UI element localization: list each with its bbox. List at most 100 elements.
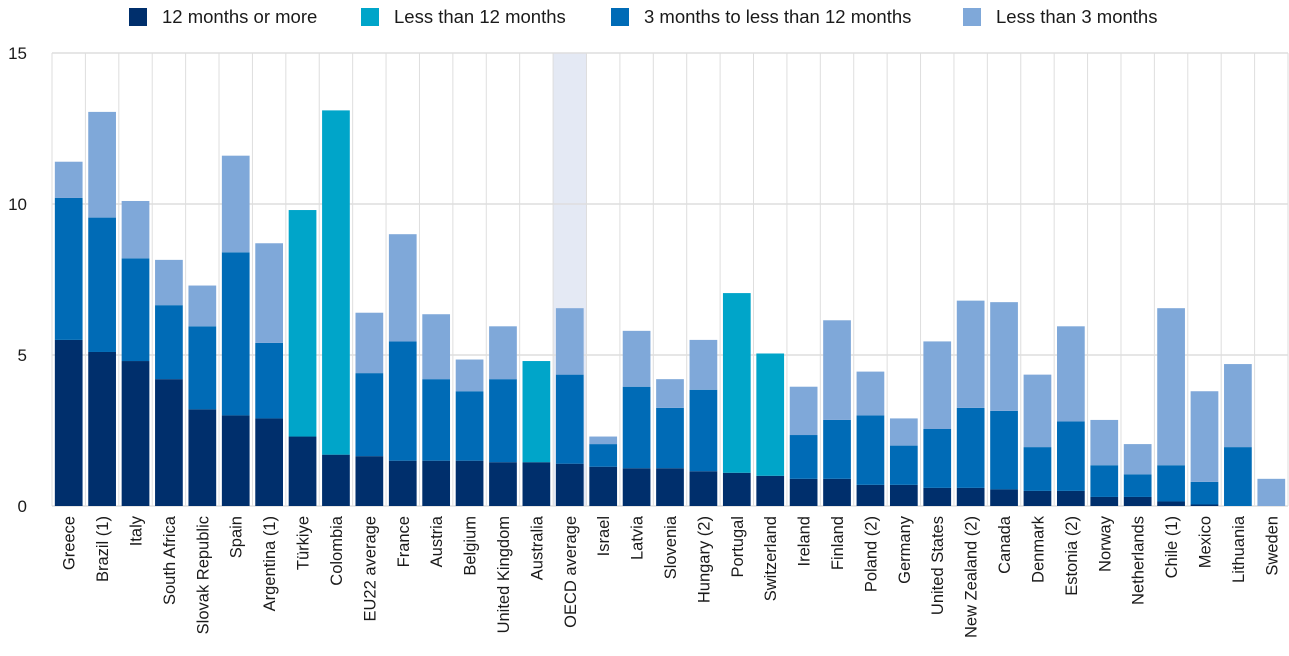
bar-segment [88,111,116,218]
y-tick-label: 0 [18,497,27,516]
y-tick-label: 5 [18,346,27,365]
x-tick-label: Poland (2) [862,516,880,592]
bar-segment [1123,474,1152,497]
bar-segment [1190,504,1219,506]
x-tick-label: New Zealand (2) [963,516,981,638]
bar-segment [956,407,985,488]
bar-segment [722,293,751,473]
bar-segment [322,454,350,506]
x-tick-label: South Africa [161,515,179,605]
bar-segment [789,435,818,479]
bar-segment [54,339,83,506]
x-tick-label: Mexico [1196,516,1214,568]
x-tick-label: Chile (1) [1163,516,1181,578]
x-tick-label: Italy [128,515,146,546]
x-tick-label: Australia [528,515,546,580]
x-tick-label: Türkiye [295,516,313,570]
bar-segment [823,478,851,506]
legend-label: Less than 3 months [996,6,1158,27]
bar-segment [555,463,584,506]
bar-segment [1123,496,1152,506]
x-tick-label: Lithuania [1230,515,1248,583]
bar-segment [555,374,584,464]
x-tick-label: Colombia [328,515,346,586]
bar-segment [656,379,684,408]
bar-segment [1057,490,1085,506]
bar-segment [1023,447,1052,491]
bar-segment [388,460,417,506]
bar-segment [121,361,150,506]
bar-segment [422,314,451,380]
bar-segment [355,456,384,506]
bar-segment [589,466,618,506]
bar-segment [823,419,851,479]
bar-segment [1257,478,1286,506]
bar-segment [789,478,818,506]
bar-segment [889,484,918,506]
x-tick-label: EU22 average [361,516,379,622]
bar-segment [856,484,885,506]
bar-segment [455,460,484,506]
x-tick-label: Switzerland [762,516,780,601]
bar-segment [722,472,751,506]
x-tick-label: Estonia (2) [1063,516,1081,596]
x-tick-label: Brazil (1) [94,516,112,582]
x-tick-label: Israel [595,516,613,556]
legend-label: Less than 12 months [394,6,566,27]
bar-segment [990,410,1018,490]
bar-segment [1157,308,1185,466]
bar-segment [889,418,918,446]
x-tick-label: Slovak Republic [194,516,212,634]
bar-segment [889,445,918,485]
bar-segment [455,391,484,461]
x-tick-label: Germany [896,515,914,584]
legend-item-less-than-3-months: Less than 3 months [963,4,1157,30]
x-tick-label: Canada [996,515,1014,574]
bar-segment [422,460,451,506]
bar-segment [622,386,651,469]
bar-segment [555,308,584,375]
bar-segment [1157,465,1185,502]
bar-segment [923,341,952,429]
bar-segment [255,243,283,343]
x-tick-label: Latvia [629,515,647,560]
bar-segment [856,415,885,485]
x-tick-label: OECD average [562,516,580,628]
bar-segment [622,468,651,506]
bar-segment [388,341,417,461]
bar-segment [689,389,718,472]
axis-layer: 0 5 10 15 Greece Brazil (1) Italy South Africa S… [8,44,1281,638]
bar-segment [656,468,684,506]
bar-segment [88,217,116,352]
bar-segment [1057,421,1085,491]
bar-segment [923,428,952,488]
x-tick-label: Norway [1096,515,1114,572]
bar-segment [288,210,317,437]
x-tick-label: Denmark [1029,515,1047,583]
bar-segment [54,161,83,198]
legend-label: 3 months to less than 12 months [644,6,912,27]
bar-segment [221,415,250,506]
bar-segment [255,418,283,506]
x-tick-label: Belgium [462,516,480,576]
legend: 12 months or more Less than 12 months 3 … [0,4,1289,30]
bar-segment [1090,419,1119,466]
bar-segment [1190,391,1219,482]
x-tick-label: Slovenia [662,515,680,579]
bar-segment [121,258,150,362]
bar-segment [1090,496,1119,506]
x-tick-label: Spain [228,516,246,558]
bar-segment [355,373,384,457]
legend-label: 12 months or more [162,6,318,27]
bar-segment [522,361,551,463]
bar-segment [923,487,952,506]
bar-segment [789,386,818,436]
x-tick-label: Sweden [1263,516,1281,576]
bar-segment [155,259,183,306]
y-tick-label: 10 [8,195,27,214]
x-tick-label: Netherlands [1130,516,1148,605]
legend-item-less-than-12-months: Less than 12 months [361,4,566,30]
bar-segment [188,326,217,410]
